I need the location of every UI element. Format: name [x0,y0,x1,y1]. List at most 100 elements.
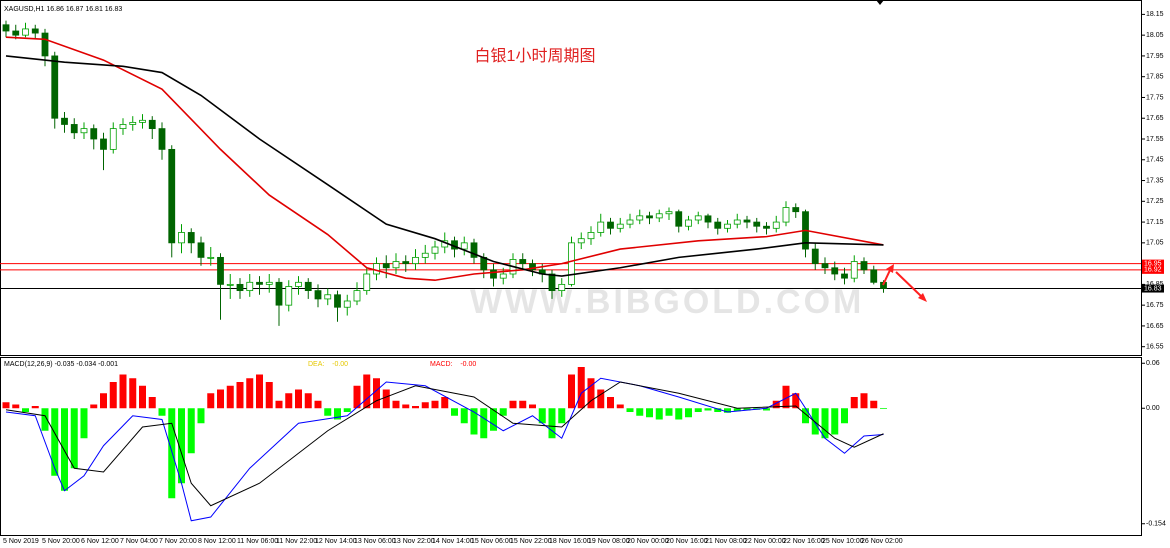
histogram-bar [51,408,59,476]
x-tick-label: 22 Nov 16:00 [783,538,825,545]
histogram-bar [704,408,712,411]
candle-body [753,221,761,227]
candle-body [129,121,137,125]
histogram-bar [324,408,332,416]
candle-body [568,242,575,285]
moving-average [5,36,884,282]
candle-body [236,283,244,292]
candle-body [850,261,858,279]
x-tick-label: 7 Nov 20:00 [159,538,197,545]
histogram-bar [80,408,88,439]
x-tick-label: 25 Nov 10:00 [822,538,864,545]
x-tick-label: 5 Nov 2019 [3,538,39,545]
candle-body [256,281,263,285]
candle-body [100,138,107,150]
histogram-bar [821,408,829,439]
candle-body [597,221,605,233]
candle-body [246,281,254,292]
histogram-bar [519,400,527,409]
histogram-bar [178,408,185,484]
histogram-bar [265,382,273,409]
candle-body [821,263,829,269]
histogram-bar [577,367,585,409]
candle-body [704,215,712,223]
y-tick-label: 17.85 [1146,74,1164,81]
histogram-bar [334,408,341,420]
histogram-bar [421,402,429,409]
histogram-bar [724,408,731,413]
candle-body [548,273,556,292]
x-tick-label: 18 Nov 16:00 [549,538,591,545]
histogram-bar [90,404,98,409]
x-tick-label: 6 Nov 12:00 [81,538,119,545]
histogram-bar [187,408,195,454]
histogram-bar [685,408,692,418]
histogram-bar [626,408,634,412]
candle-body [763,225,770,229]
macd-line [5,381,884,507]
y-tick-label: 17.25 [1146,198,1164,205]
candle-body [168,148,176,244]
histogram-bar [139,385,146,409]
plot-layer: 18.15 18.05 17.95 17.85 17.75 17.65 17.55 17.45… [0,11,1166,545]
histogram-bar [392,400,400,409]
histogram-bar [597,389,605,409]
candle-body [2,24,10,32]
candle-body [197,242,205,258]
candle-body [616,223,624,229]
candle-body [665,211,673,215]
candle-body [334,294,341,308]
candle-body [860,261,868,271]
x-tick-label: 13 Nov 22:00 [393,538,435,545]
histogram-bar [665,408,673,416]
histogram-bar [694,408,702,412]
x-tick-label: 15 Nov 06:00 [471,538,513,545]
histogram-bar [538,408,546,424]
candle-body [694,215,702,221]
shift-marker [876,0,884,5]
histogram-bar [811,408,819,435]
macd-annotation: DEA: -0.00 [308,361,348,368]
histogram-bar [831,408,839,435]
histogram-bar [733,408,741,412]
candle-body [373,263,380,275]
histogram-bar [236,382,244,409]
candle-body [314,290,322,300]
candle-body [870,269,878,283]
histogram-bar [850,397,858,409]
candle-body [431,246,439,254]
candle-body [80,128,88,134]
candle-body [792,207,800,213]
histogram-bar [12,404,20,409]
arrow-down [895,271,923,298]
level-tag [1142,265,1164,274]
histogram-bar [197,408,205,424]
x-tick-label: 22 Nov 00:00 [744,538,786,545]
candle-body [265,281,273,285]
candle-body [714,221,722,229]
histogram-bar [285,393,293,409]
candle-body [217,256,224,285]
y-tick-label: 16.75 [1146,302,1164,309]
histogram-bar [314,400,322,409]
histogram-bar [636,408,644,416]
candle-body [841,273,848,279]
histogram-bar [587,378,595,409]
histogram-bar [529,404,536,409]
y-tick-label: 16.55 [1146,344,1164,351]
histogram-bar [792,393,800,409]
histogram-bar [41,408,49,431]
level-label: 16.95 [1144,260,1162,267]
macd-annotation: MACD: -0.00 [430,361,476,368]
histogram-bar [402,404,410,409]
x-tick-label: 11 Nov 22:00 [276,538,317,545]
y-tick-label: 18.05 [1146,32,1164,39]
histogram-bar [480,408,488,439]
x-tick-label: 20 Nov 00:00 [627,538,669,545]
histogram-bar [548,408,556,439]
candle-body [782,207,790,223]
moving-average [5,55,884,277]
histogram-bar [509,400,517,409]
candle-body [743,219,751,223]
